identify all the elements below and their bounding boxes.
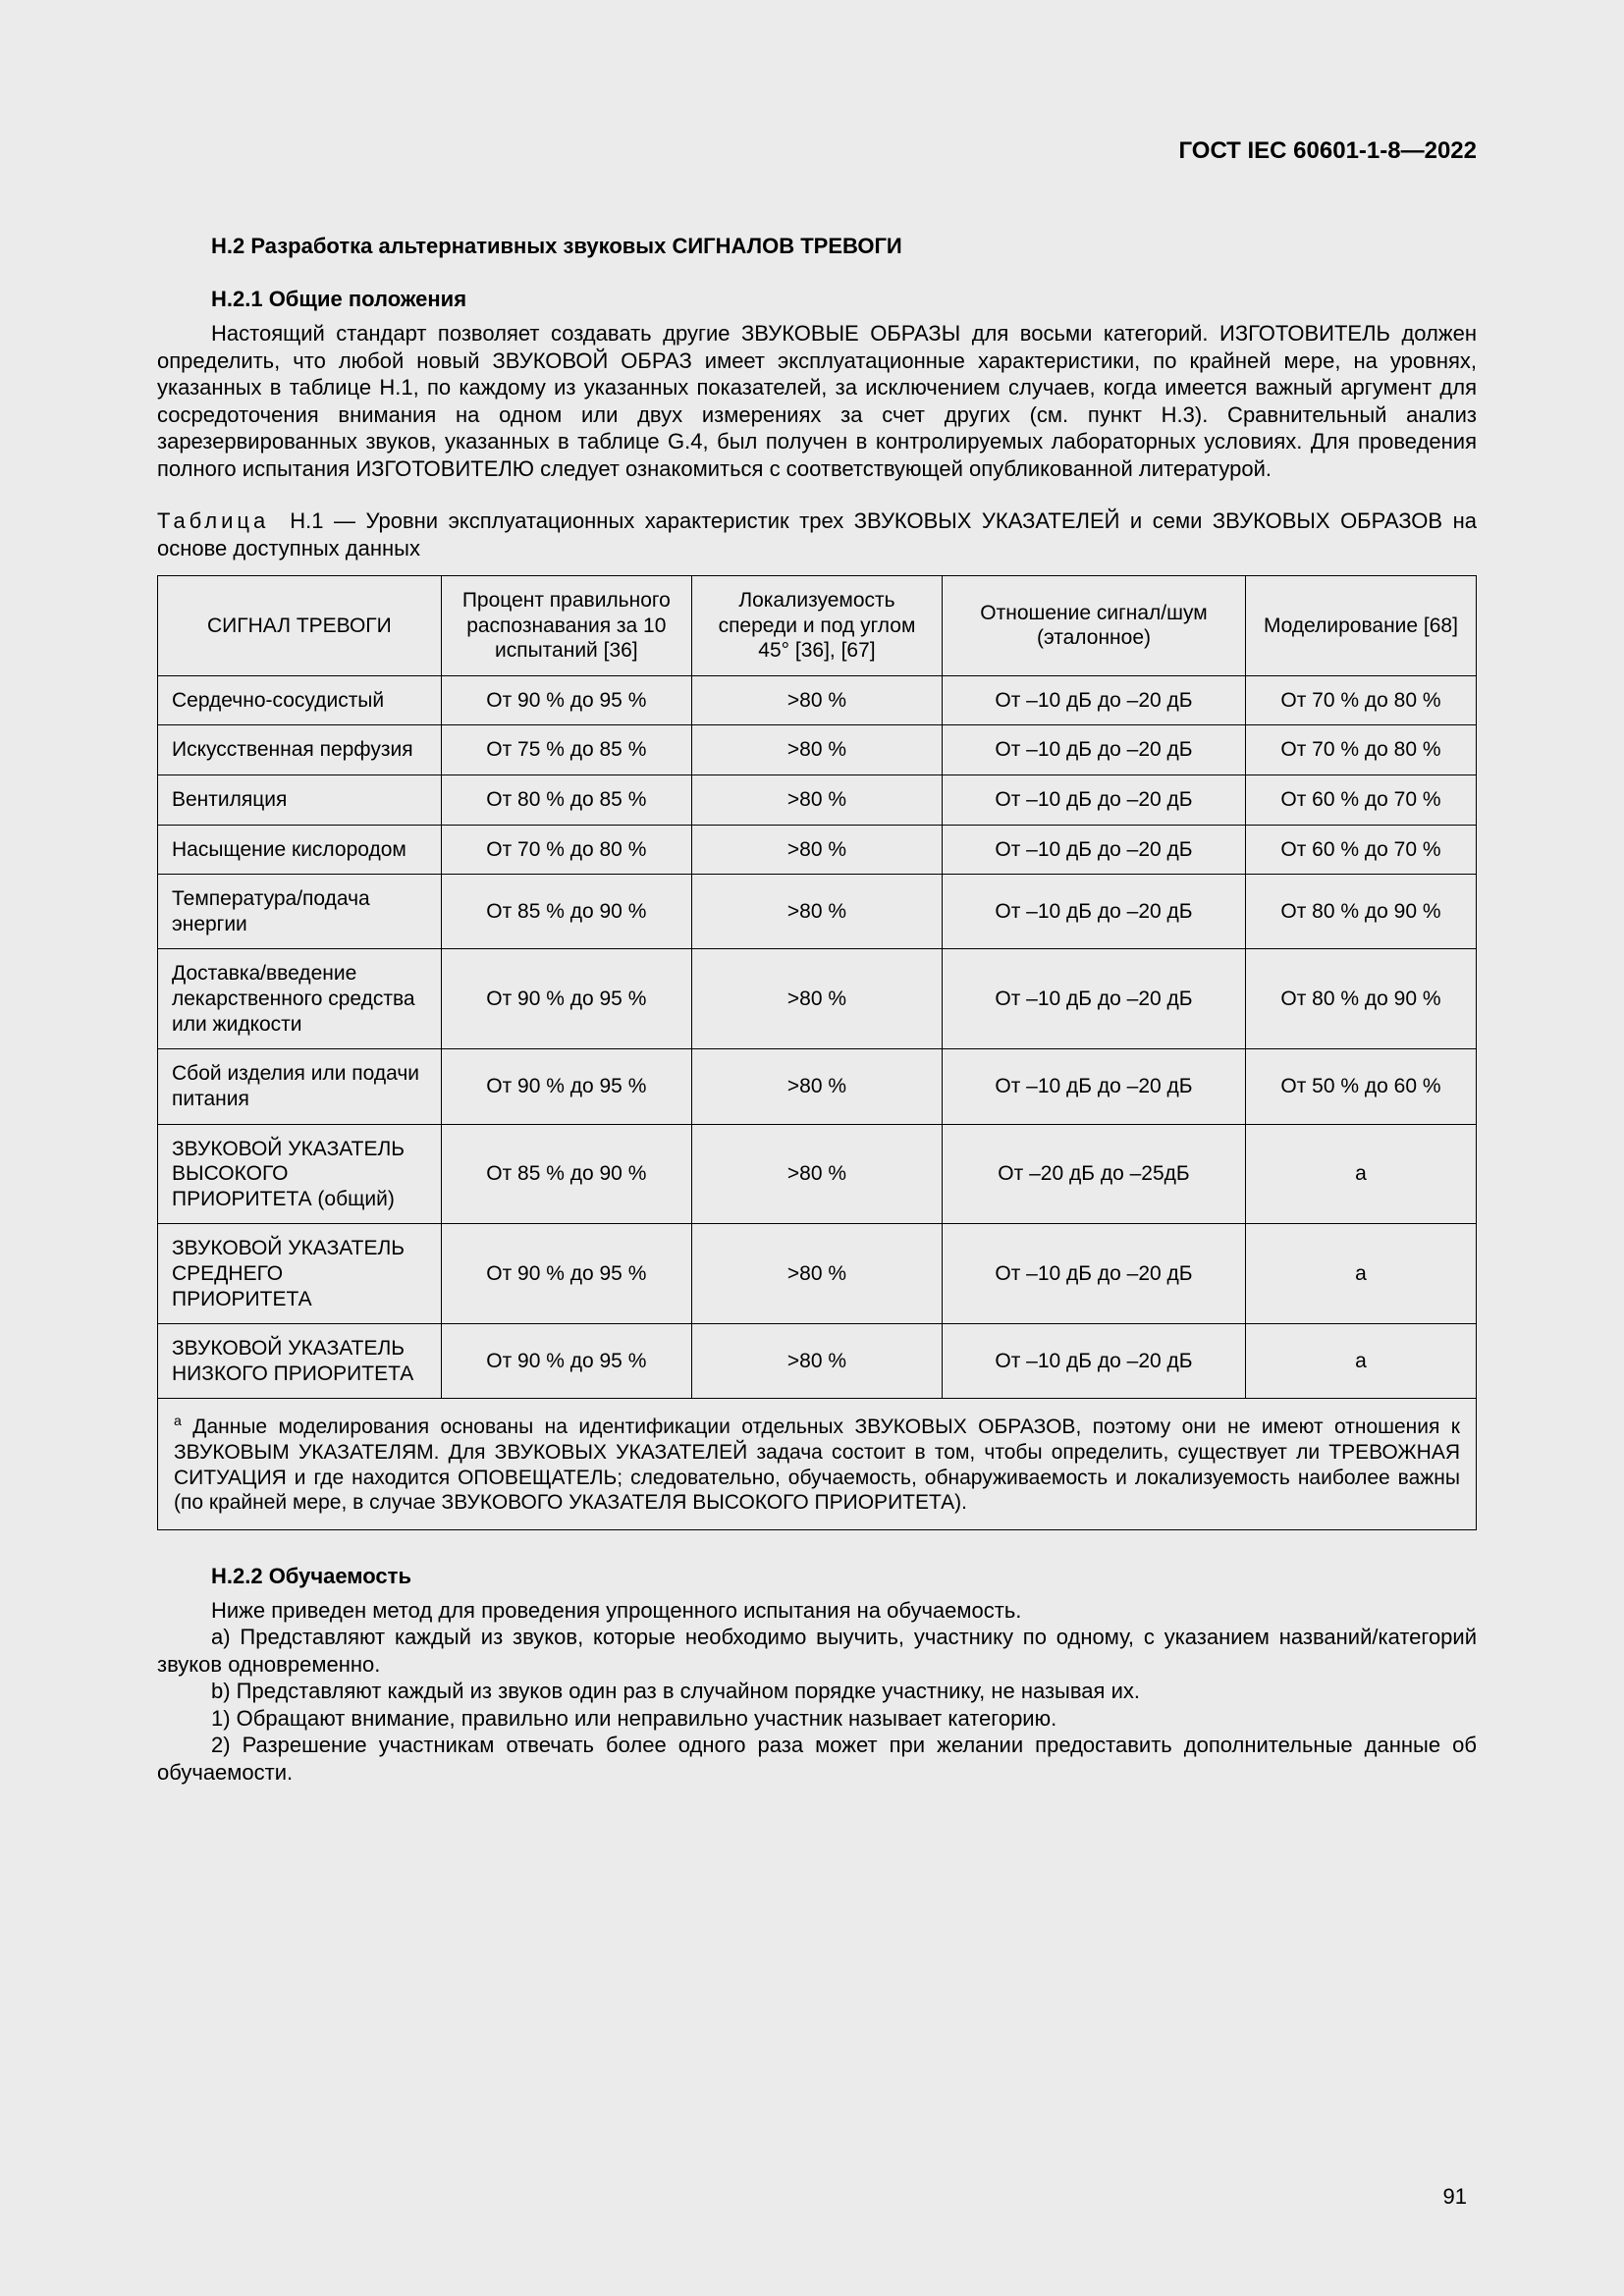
cell-snr: От –10 дБ до –20 дБ: [943, 725, 1246, 775]
section-h2-2: H.2.2 Обучаемость Ниже приведен метод дл…: [157, 1564, 1477, 1787]
cell-snr: От –10 дБ до –20 дБ: [943, 1324, 1246, 1399]
table-caption-rest: Уровни эксплуатационных характеристик тр…: [157, 508, 1477, 561]
cell-snr: От –10 дБ до –20 дБ: [943, 949, 1246, 1049]
cell-recognition: От 75 % до 85 %: [441, 725, 691, 775]
cell-modeling: От 70 % до 80 %: [1245, 725, 1476, 775]
section-h2-1-body: Настоящий стандарт позволяет создавать д…: [157, 320, 1477, 482]
cell-snr: От –10 дБ до –20 дБ: [943, 675, 1246, 725]
table-caption-dash: —: [334, 508, 355, 533]
cell-recognition: От 90 % до 95 %: [441, 1049, 691, 1124]
h2-2-item-1: 1) Обращают внимание, правильно или непр…: [157, 1705, 1477, 1733]
table-row: Сбой изделия или подачи питанияОт 90 % д…: [158, 1049, 1477, 1124]
footnote-text: Данные моделирования основаны на идентиф…: [174, 1415, 1460, 1514]
cell-signal: Температура/подача энергии: [158, 875, 442, 949]
cell-modeling: От 50 % до 60 %: [1245, 1049, 1476, 1124]
table-row: Сердечно-сосудистыйОт 90 % до 95 %>80 %О…: [158, 675, 1477, 725]
cell-localizability: >80 %: [691, 1124, 942, 1224]
col-recognition: Процент правильного распознавания за 10 …: [441, 576, 691, 676]
cell-recognition: От 90 % до 95 %: [441, 675, 691, 725]
col-modeling: Моделирование [68]: [1245, 576, 1476, 676]
cell-recognition: От 80 % до 85 %: [441, 775, 691, 826]
table-body: Сердечно-сосудистыйОт 90 % до 95 %>80 %О…: [158, 675, 1477, 1399]
col-snr: Отношение сигнал/шум (эталонное): [943, 576, 1246, 676]
h2-2-intro: Ниже приведен метод для проведения упрощ…: [157, 1597, 1477, 1625]
page-number: 91: [1443, 2184, 1467, 2210]
cell-localizability: >80 %: [691, 1224, 942, 1324]
section-h2-1-title: H.2.1 Общие положения: [211, 287, 1477, 312]
table-row: ВентиляцияОт 80 % до 85 %>80 %От –10 дБ …: [158, 775, 1477, 826]
cell-localizability: >80 %: [691, 775, 942, 826]
document-id-header: ГОСТ IEC 60601-1-8—2022: [157, 137, 1477, 165]
h2-2-item-a: a) Представляют каждый из звуков, которы…: [157, 1624, 1477, 1678]
cell-recognition: От 85 % до 90 %: [441, 875, 691, 949]
cell-snr: От –10 дБ до –20 дБ: [943, 875, 1246, 949]
performance-table: СИГНАЛ ТРЕВОГИ Процент правильного распо…: [157, 575, 1477, 1530]
cell-recognition: От 90 % до 95 %: [441, 949, 691, 1049]
cell-recognition: От 70 % до 80 %: [441, 825, 691, 875]
col-signal: СИГНАЛ ТРЕВОГИ: [158, 576, 442, 676]
cell-modeling: a: [1245, 1124, 1476, 1224]
section-h2-2-title: H.2.2 Обучаемость: [211, 1564, 1477, 1589]
table-caption-code: H.1: [290, 508, 323, 533]
table-caption-prefix: Таблица: [157, 508, 269, 533]
cell-localizability: >80 %: [691, 949, 942, 1049]
h2-2-item-2: 2) Разрешение участникам отвечать более …: [157, 1732, 1477, 1786]
table-row: ЗВУКОВОЙ УКАЗАТЕЛЬ ВЫСОКОГО ПРИОРИТЕТА (…: [158, 1124, 1477, 1224]
cell-localizability: >80 %: [691, 825, 942, 875]
table-row: ЗВУКОВОЙ УКАЗАТЕЛЬ НИЗКОГО ПРИОРИТЕТАОт …: [158, 1324, 1477, 1399]
cell-signal: Насыщение кислородом: [158, 825, 442, 875]
cell-recognition: От 90 % до 95 %: [441, 1324, 691, 1399]
table-row: Доставка/введение лекарственного средств…: [158, 949, 1477, 1049]
cell-snr: От –10 дБ до –20 дБ: [943, 1049, 1246, 1124]
table-row: Температура/подача энергииОт 85 % до 90 …: [158, 875, 1477, 949]
cell-snr: От –10 дБ до –20 дБ: [943, 1224, 1246, 1324]
table-row: ЗВУКОВОЙ УКАЗАТЕЛЬ СРЕДНЕГО ПРИОРИТЕТАОт…: [158, 1224, 1477, 1324]
table-caption: Таблица H.1 — Уровни эксплуатационных ха…: [157, 507, 1477, 561]
cell-modeling: От 70 % до 80 %: [1245, 675, 1476, 725]
section-h2-title: H.2 Разработка альтернативных звуковых С…: [211, 234, 1477, 259]
cell-snr: От –10 дБ до –20 дБ: [943, 775, 1246, 826]
cell-localizability: >80 %: [691, 875, 942, 949]
cell-signal: ЗВУКОВОЙ УКАЗАТЕЛЬ СРЕДНЕГО ПРИОРИТЕТА: [158, 1224, 442, 1324]
cell-snr: От –20 дБ до –25дБ: [943, 1124, 1246, 1224]
cell-modeling: От 80 % до 90 %: [1245, 949, 1476, 1049]
cell-signal: ЗВУКОВОЙ УКАЗАТЕЛЬ ВЫСОКОГО ПРИОРИТЕТА (…: [158, 1124, 442, 1224]
table-footnote: a Данные моделирования основаны на идент…: [158, 1399, 1477, 1529]
cell-modeling: От 60 % до 70 %: [1245, 775, 1476, 826]
cell-localizability: >80 %: [691, 1324, 942, 1399]
cell-modeling: a: [1245, 1324, 1476, 1399]
cell-signal: Сердечно-сосудистый: [158, 675, 442, 725]
table-row: Искусственная перфузияОт 75 % до 85 %>80…: [158, 725, 1477, 775]
document-page: ГОСТ IEC 60601-1-8—2022 H.2 Разработка а…: [0, 0, 1624, 2296]
cell-signal: Доставка/введение лекарственного средств…: [158, 949, 442, 1049]
col-localizability: Локализуемость спереди и под углом 45° […: [691, 576, 942, 676]
table-footnote-row: a Данные моделирования основаны на идент…: [158, 1399, 1477, 1529]
cell-localizability: >80 %: [691, 1049, 942, 1124]
cell-modeling: От 60 % до 70 %: [1245, 825, 1476, 875]
cell-signal: Сбой изделия или подачи питания: [158, 1049, 442, 1124]
cell-recognition: От 90 % до 95 %: [441, 1224, 691, 1324]
h2-2-item-b: b) Представляют каждый из звуков один ра…: [157, 1678, 1477, 1705]
cell-localizability: >80 %: [691, 675, 942, 725]
cell-signal: Искусственная перфузия: [158, 725, 442, 775]
table-header-row: СИГНАЛ ТРЕВОГИ Процент правильного распо…: [158, 576, 1477, 676]
cell-modeling: a: [1245, 1224, 1476, 1324]
footnote-marker: a: [174, 1413, 182, 1428]
cell-localizability: >80 %: [691, 725, 942, 775]
cell-recognition: От 85 % до 90 %: [441, 1124, 691, 1224]
table-row: Насыщение кислородомОт 70 % до 80 %>80 %…: [158, 825, 1477, 875]
cell-snr: От –10 дБ до –20 дБ: [943, 825, 1246, 875]
cell-modeling: От 80 % до 90 %: [1245, 875, 1476, 949]
cell-signal: Вентиляция: [158, 775, 442, 826]
cell-signal: ЗВУКОВОЙ УКАЗАТЕЛЬ НИЗКОГО ПРИОРИТЕТА: [158, 1324, 442, 1399]
